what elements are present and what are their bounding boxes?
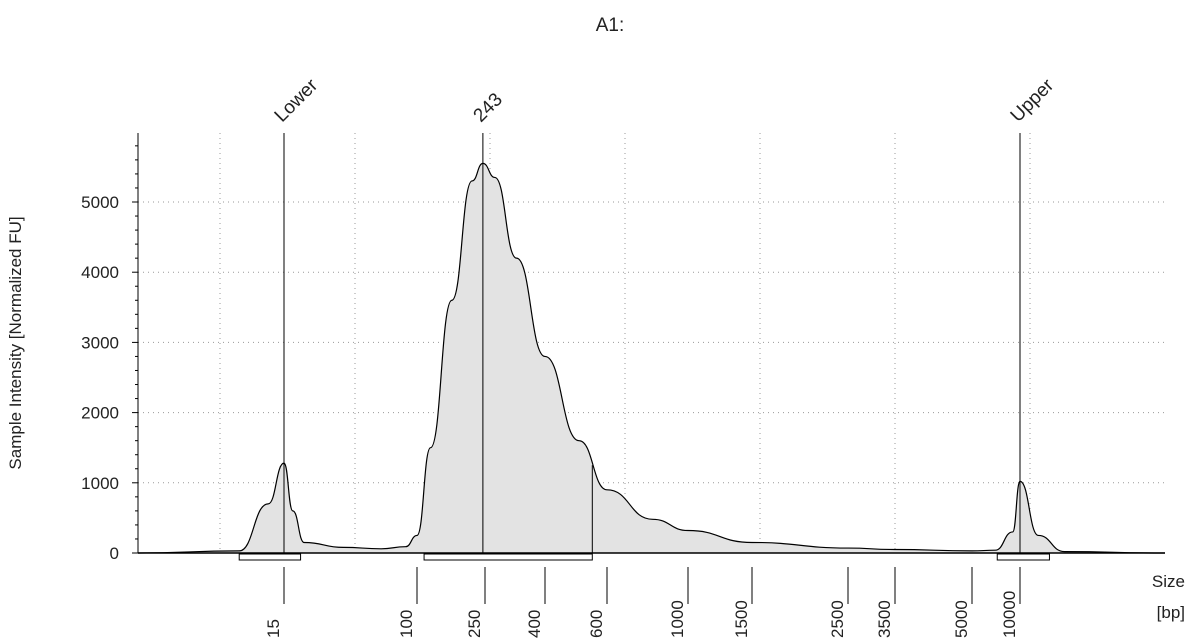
region-bracket xyxy=(996,553,1050,561)
x-axis-label: Size xyxy=(1152,572,1185,591)
x-tick-label: 600 xyxy=(587,610,606,638)
peak-label: Lower xyxy=(271,75,323,127)
y-axis-label: Sample Intensity [Normalized FU] xyxy=(6,216,25,469)
plot-area xyxy=(137,162,1166,554)
y-tick-label: 0 xyxy=(110,544,119,563)
peak-label: 243 xyxy=(470,89,507,126)
x-tick-label: 100 xyxy=(397,610,416,638)
x-tick-label: 10000 xyxy=(1000,591,1019,638)
axes xyxy=(132,133,1165,604)
peak-label: Upper xyxy=(1007,75,1059,127)
chart-title: A1: xyxy=(596,15,625,36)
trace-line xyxy=(137,162,1166,554)
x-tick-label: 250 xyxy=(465,610,484,638)
trace-fill xyxy=(138,163,1165,553)
x-tick-label: 400 xyxy=(525,610,544,638)
y-tick-label: 4000 xyxy=(81,263,119,282)
x-tick-label: 1000 xyxy=(668,600,687,638)
x-tick-label: 15 xyxy=(264,619,283,638)
region-bracket xyxy=(423,553,593,561)
x-tick-label: 1500 xyxy=(732,600,751,638)
x-axis-unit: [bp] xyxy=(1157,603,1185,622)
y-tick-label: 1000 xyxy=(81,474,119,493)
y-tick-label: 3000 xyxy=(81,333,119,352)
y-tick-label: 2000 xyxy=(81,404,119,423)
x-tick-label: 3500 xyxy=(875,600,894,638)
region-bracket xyxy=(238,553,302,561)
x-tick-label: 5000 xyxy=(952,600,971,638)
x-tick-label: 2500 xyxy=(828,600,847,638)
grid xyxy=(138,133,1165,553)
y-tick-label: 5000 xyxy=(81,193,119,212)
